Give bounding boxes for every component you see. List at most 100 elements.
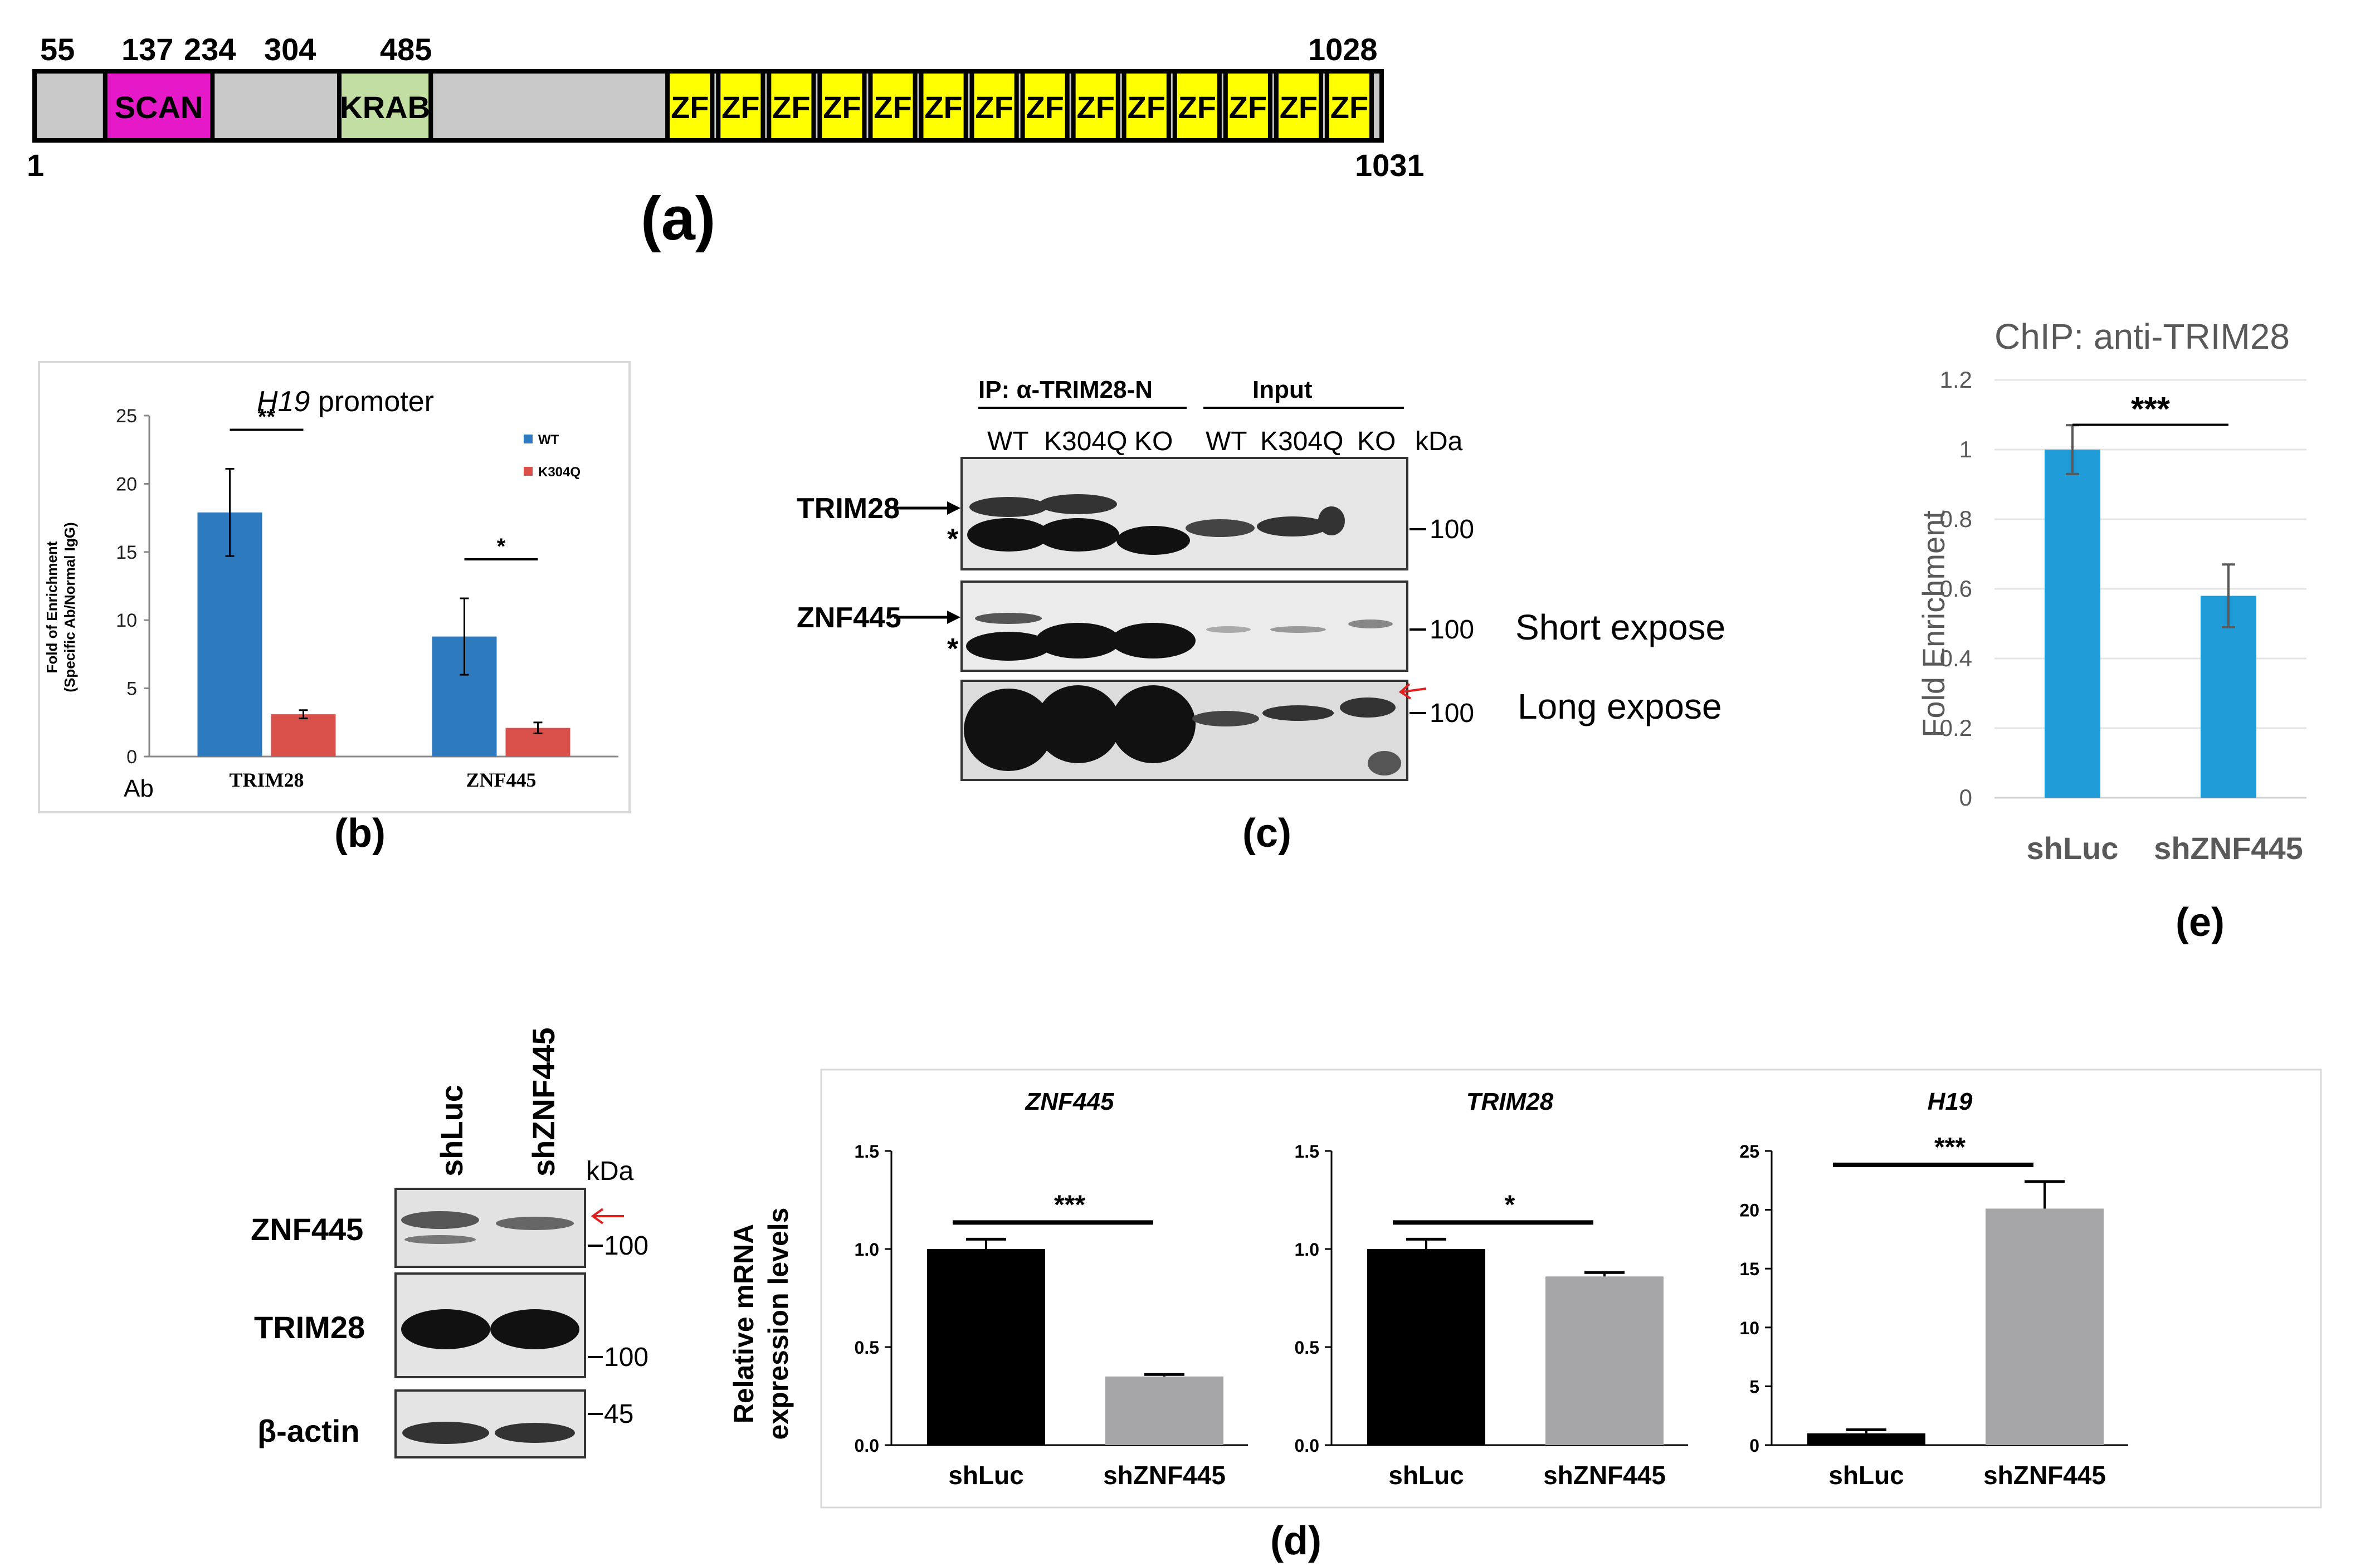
position-label: 55 — [40, 32, 75, 67]
mrna-chart-frame — [820, 1069, 2322, 1509]
x-tick-label: shZNF445 — [2154, 831, 2303, 866]
lane-label: KO — [1134, 427, 1173, 456]
legend-swatch-wt — [524, 435, 533, 443]
y-axis-label: Relative mRNA — [728, 1224, 759, 1423]
mw-marker: 100 — [1430, 615, 1474, 645]
position-label: 137 — [121, 32, 173, 67]
blot-row-label: ZNF445 — [797, 602, 901, 634]
zinc-finger-label: ZF — [1229, 90, 1267, 125]
y-tick-label: 15 — [1739, 1259, 1759, 1279]
panel-b-label: (b) — [334, 811, 386, 856]
kda-label: kDa — [1415, 427, 1463, 456]
zinc-finger-label: ZF — [772, 90, 810, 125]
x-tick-label: shLuc — [948, 1461, 1023, 1490]
y-tick-label: 1.2 — [1940, 367, 1972, 393]
zinc-finger-domain — [1274, 69, 1323, 143]
x-tick-label: shZNF445 — [1543, 1461, 1666, 1490]
bar-shznf445 — [1545, 1276, 1664, 1445]
position-label: 485 — [380, 32, 432, 67]
x-tick-label: TRIM28 — [230, 769, 304, 791]
panel-d-label: (d) — [1270, 1519, 1321, 1563]
y-axis-label: Fold Enrichment — [1916, 510, 1951, 738]
blot-row-label: ZNF445 — [251, 1212, 363, 1247]
panel-d: shLuc shZNF445 kDa ZNF445 TRIM28 β-actin… — [251, 1027, 2322, 1563]
blot-row-label: TRIM28 — [254, 1310, 365, 1345]
mw-marker: 45 — [604, 1399, 633, 1429]
zinc-finger-label: ZF — [1128, 90, 1165, 125]
blot-row-label: β-actin — [257, 1413, 360, 1448]
y-tick-label: 0 — [1749, 1436, 1759, 1456]
significance-mark: *** — [2131, 391, 2171, 428]
input-label: Input — [1252, 376, 1313, 403]
bar-shznf445 — [2201, 596, 2256, 798]
y-tick-label: 0.4 — [1940, 645, 1972, 671]
zinc-finger-domain — [716, 69, 765, 143]
y-tick-label: 10 — [1739, 1318, 1759, 1338]
domain-linker — [428, 69, 670, 143]
x-tick-label: shLuc — [1828, 1461, 1904, 1490]
significance-mark: * — [1505, 1190, 1515, 1219]
y-tick-label: 1.0 — [855, 1240, 879, 1260]
blot-bands — [967, 494, 1345, 555]
blot-row-label: TRIM28 — [797, 492, 900, 525]
significance-mark: * — [497, 534, 506, 559]
zinc-finger-domain — [919, 69, 968, 143]
mw-marker: 100 — [604, 1343, 648, 1372]
zinc-finger-domain — [1172, 69, 1222, 143]
position-label: 234 — [184, 32, 236, 67]
y-tick-label: 5 — [126, 679, 137, 700]
x-tick-label: shLuc — [2027, 831, 2119, 866]
zinc-finger-domain — [1121, 69, 1171, 143]
bar-shznf445 — [1105, 1376, 1223, 1445]
mw-marker: 100 — [604, 1231, 648, 1261]
y-tick-label: 0.5 — [1295, 1338, 1319, 1358]
chart-title: H19 — [1928, 1088, 1973, 1115]
lane-label: KO — [1357, 427, 1396, 456]
zinc-finger-label: ZF — [823, 90, 861, 125]
zinc-finger-label: ZF — [721, 90, 759, 125]
zinc-finger-label: ZF — [1178, 90, 1216, 125]
domain-krab — [336, 69, 433, 143]
x-tick-label: ZNF445 — [466, 769, 537, 791]
zinc-finger-label: ZF — [924, 90, 962, 125]
panel-b-chart: H19 promoter Fold of Enrichment (Specifi… — [38, 361, 631, 856]
lane-label: WT — [987, 427, 1029, 456]
panel-c-western-blot: IP: α-TRIM28-N Input WT K304Q KO WT K304… — [797, 376, 1725, 856]
y-tick-label: 1.5 — [855, 1141, 879, 1162]
lane-label: K304Q — [1044, 427, 1127, 456]
bar-shluc — [1367, 1249, 1485, 1445]
zinc-finger-domain — [1223, 69, 1272, 143]
x-tick-label: shZNF445 — [1103, 1461, 1226, 1490]
y-tick-label: 0.0 — [1295, 1436, 1319, 1456]
domain-scan — [103, 69, 215, 143]
bar-shluc — [1807, 1433, 1925, 1445]
zinc-finger-domain — [969, 69, 1019, 143]
panel-a-label: (a) — [641, 184, 715, 253]
y-tick-label: 10 — [116, 610, 137, 631]
chart-title: ZNF445 — [1025, 1088, 1114, 1115]
zinc-finger-domain — [1020, 69, 1070, 143]
end-label: 1031 — [1355, 148, 1425, 183]
bar-shluc — [2045, 450, 2100, 798]
y-tick-label: 0.0 — [855, 1436, 879, 1456]
protein-domain-map: SCAN KRAB ZF ZF ZF ZF ZF ZF ZF ZF ZF ZF ZF ZF ZF ZF 55… — [27, 32, 1425, 253]
zinc-finger-label: ZF — [1076, 90, 1114, 125]
lane-label: WT — [1206, 427, 1247, 456]
kda-label: kDa — [586, 1157, 634, 1186]
panel-c-label: (c) — [1242, 811, 1291, 856]
zinc-finger-label: ZF — [975, 90, 1013, 125]
y-tick-label: 0 — [1959, 784, 1972, 811]
y-tick-label: 15 — [116, 542, 137, 563]
bar-k304q-trim28 — [271, 714, 336, 757]
zinc-finger-domain — [1071, 69, 1120, 143]
zinc-finger-label: ZF — [874, 90, 911, 125]
x-tick-label: shLuc — [1388, 1461, 1464, 1490]
zinc-finger-domain — [868, 69, 918, 143]
zinc-finger-label: ZF — [671, 90, 709, 125]
y-tick-label: 0.5 — [855, 1338, 879, 1358]
mw-marker: 100 — [1430, 515, 1474, 544]
lane-label: K304Q — [1260, 427, 1343, 456]
x-tick-label: shZNF445 — [1983, 1461, 2106, 1490]
domain-label: SCAN — [115, 90, 203, 125]
